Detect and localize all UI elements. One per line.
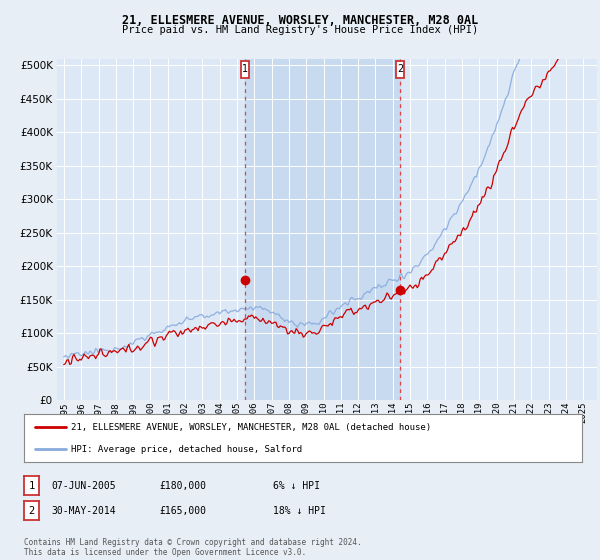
Text: 21, ELLESMERE AVENUE, WORSLEY, MANCHESTER, M28 0AL (detached house): 21, ELLESMERE AVENUE, WORSLEY, MANCHESTE… (71, 423, 431, 432)
Text: 6% ↓ HPI: 6% ↓ HPI (273, 480, 320, 491)
Text: 1: 1 (28, 480, 35, 491)
Text: 2: 2 (397, 64, 403, 74)
Text: £180,000: £180,000 (159, 480, 206, 491)
Text: 30-MAY-2014: 30-MAY-2014 (51, 506, 116, 516)
Text: 07-JUN-2005: 07-JUN-2005 (51, 480, 116, 491)
Text: Price paid vs. HM Land Registry's House Price Index (HPI): Price paid vs. HM Land Registry's House … (122, 25, 478, 35)
FancyBboxPatch shape (396, 60, 404, 78)
Text: 18% ↓ HPI: 18% ↓ HPI (273, 506, 326, 516)
FancyBboxPatch shape (241, 60, 248, 78)
Text: 2: 2 (28, 506, 35, 516)
Text: 21, ELLESMERE AVENUE, WORSLEY, MANCHESTER, M28 0AL: 21, ELLESMERE AVENUE, WORSLEY, MANCHESTE… (122, 14, 478, 27)
Text: Contains HM Land Registry data © Crown copyright and database right 2024.
This d: Contains HM Land Registry data © Crown c… (24, 538, 362, 557)
Text: 1: 1 (242, 64, 248, 74)
Text: HPI: Average price, detached house, Salford: HPI: Average price, detached house, Salf… (71, 445, 302, 454)
Text: £165,000: £165,000 (159, 506, 206, 516)
Bar (245, 59, 400, 400)
